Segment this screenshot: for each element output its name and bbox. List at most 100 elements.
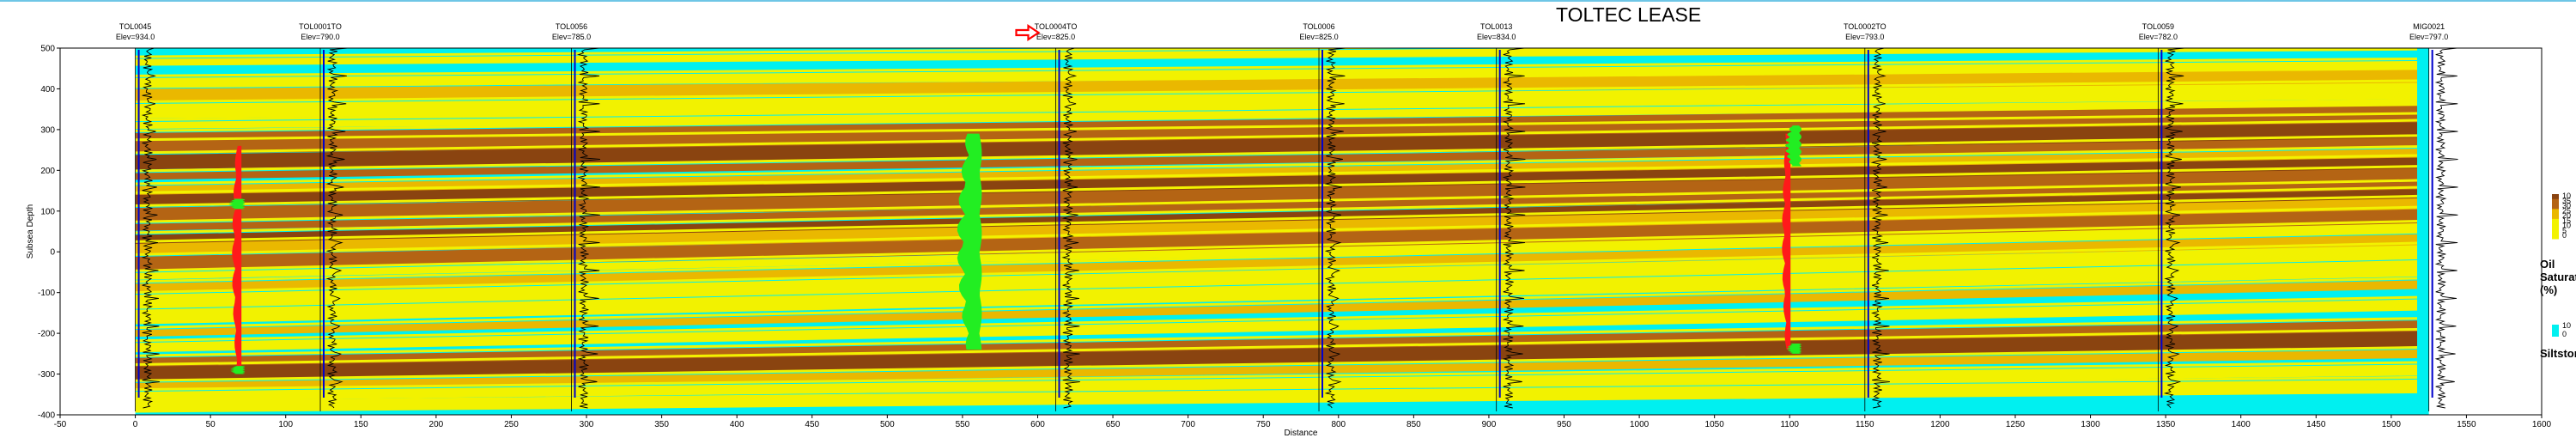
saturation-fringe-4: [135, 95, 2417, 122]
oil-legend-label-8: 0: [2562, 231, 2567, 240]
x-tick-label-19: 900: [1482, 420, 1497, 429]
x-tick-label-22: 1050: [1705, 420, 1725, 429]
log-fill-2: [230, 366, 246, 374]
well-log-curve-5: [1502, 47, 1526, 409]
oil-legend-swatch-4: [2552, 214, 2559, 220]
saturation-layer-19: [135, 259, 2417, 325]
log-fill-7: [1787, 343, 1801, 354]
x-tick-label-29: 1400: [2232, 420, 2251, 429]
top-rule: [0, 0, 2576, 2]
well-log-curve-0: [141, 47, 160, 409]
well-elevation-7: Elev=782.0: [2139, 33, 2178, 41]
siltstone-legend-label-0: 10: [2562, 321, 2571, 330]
y-tick-label-2: -200: [38, 330, 55, 339]
saturation-layer-20: [135, 280, 2417, 338]
saturation-layer-0: [135, 48, 2417, 66]
saturation-layer-14: [135, 198, 2417, 256]
x-tick-label-15: 700: [1181, 420, 1195, 429]
well-elevation-2: Elev=785.0: [552, 33, 591, 41]
y-tick-label-9: 500: [40, 45, 55, 54]
saturation-fringe-26: [135, 375, 2417, 400]
log-fill-5: [1782, 133, 1791, 350]
oil-legend-label-1: 35: [2562, 197, 2571, 205]
oil-legend-swatch-0: [2552, 194, 2559, 200]
well-log-curve-8: [2434, 47, 2458, 409]
log-fill-4: [957, 133, 982, 350]
saturation-layer-12: [135, 182, 2417, 231]
x-tick-label-13: 600: [1030, 420, 1045, 429]
well-label-0: TOL0045: [119, 22, 151, 31]
y-tick-label-0: -400: [38, 411, 55, 421]
saturation-fringe-13: [135, 186, 2417, 234]
saturation-layer-26: [135, 379, 2417, 413]
saturation-fringe-16: [135, 220, 2417, 272]
y-tick-label-1: -300: [38, 370, 55, 380]
x-tick-label-17: 800: [1331, 420, 1346, 429]
y-tick-label-8: 400: [40, 85, 55, 94]
saturation-fringe-17: [135, 230, 2417, 283]
well-log-curve-3: [1061, 47, 1080, 409]
oil-legend-swatch-3: [2552, 209, 2559, 215]
log-fills: [228, 125, 1801, 374]
well-log-curve-2: [576, 47, 600, 409]
saturation-layer-8: [135, 137, 2417, 180]
x-tick-label-7: 300: [580, 420, 594, 429]
x-tick-label-16: 750: [1256, 420, 1271, 429]
well-label-2: TOL0056: [556, 22, 587, 31]
well-log-curve-1: [325, 47, 348, 409]
oil-legend-label-5: 15: [2562, 216, 2571, 225]
saturation-fringe-11: [135, 165, 2417, 208]
log-fill-1: [228, 198, 246, 210]
oil-legend-swatch-1: [2552, 198, 2559, 205]
saturation-fringe-3: [135, 79, 2417, 104]
well-elevation-8: Elev=797.0: [2409, 33, 2448, 41]
saturation-layer-15: [135, 209, 2417, 271]
oil-legend-swatch-8: [2552, 234, 2559, 240]
saturation-fringe-21: [135, 295, 2417, 343]
oil-legend-label-2: 30: [2562, 202, 2571, 210]
well-log-curve-4: [1324, 47, 1346, 409]
saturation-layer-2: [135, 70, 2417, 101]
well-label-5: TOL0013: [1480, 22, 1512, 31]
well-elevation-0: Elev=934.0: [116, 33, 155, 41]
saturation-fringe-15: [135, 205, 2417, 256]
x-tick-label-25: 1200: [1930, 420, 1950, 429]
y-tick-label-3: -100: [38, 289, 55, 298]
saturation-fringe-2: [135, 66, 2417, 88]
saturation-fringe-19: [135, 256, 2417, 309]
saturation-fringe-1: [135, 57, 2417, 77]
saturation-layers: [135, 48, 2417, 413]
y-tick-label-4: 0: [50, 248, 55, 258]
x-tick-label-9: 400: [730, 420, 744, 429]
oil-legend-title: Oil: [2540, 258, 2555, 271]
saturation-fringe-0: [135, 48, 1468, 58]
well-label-7: TOL0059: [2142, 22, 2174, 31]
x-tick-label-27: 1300: [2081, 420, 2100, 429]
saturation-fringe-9: [135, 145, 2417, 186]
well-elevation-4: Elev=825.0: [1299, 33, 1338, 41]
saturation-layer-16: [135, 223, 2417, 280]
x-tick-label-0: -50: [54, 420, 67, 429]
saturation-fringe-14: [135, 194, 2417, 243]
saturation-fringe-5: [135, 102, 2417, 132]
saturation-layer-11: [135, 168, 2417, 223]
saturation-layer-21: [135, 299, 2417, 353]
well-elevation-5: Elev=834.0: [1477, 33, 1516, 41]
highlight-arrow-icon: [1015, 23, 1041, 42]
well-label-8: MIG0021: [2413, 22, 2445, 31]
y-axis-label: Subsea Depth: [26, 204, 35, 259]
saturation-fringe-10: [135, 154, 2417, 194]
saturation-fringe-12: [135, 179, 2417, 223]
x-tick-label-31: 1500: [2382, 420, 2402, 429]
saturation-layer-22: [135, 320, 2417, 370]
saturation-layer-7: [135, 122, 2417, 170]
x-tick-label-18: 850: [1406, 420, 1421, 429]
well-log-curve-7: [2163, 47, 2184, 409]
axes: -50 0 50 100 150 200 250 300 350 400 450 500 550 600 6…: [26, 45, 2552, 438]
x-tick-label-2: 50: [206, 420, 216, 429]
saturation-layer-23: [135, 331, 2417, 382]
plot-frame: [59, 47, 2543, 416]
saturation-fringe-25: [135, 361, 2417, 392]
saturation-layer-17: [135, 234, 2417, 294]
